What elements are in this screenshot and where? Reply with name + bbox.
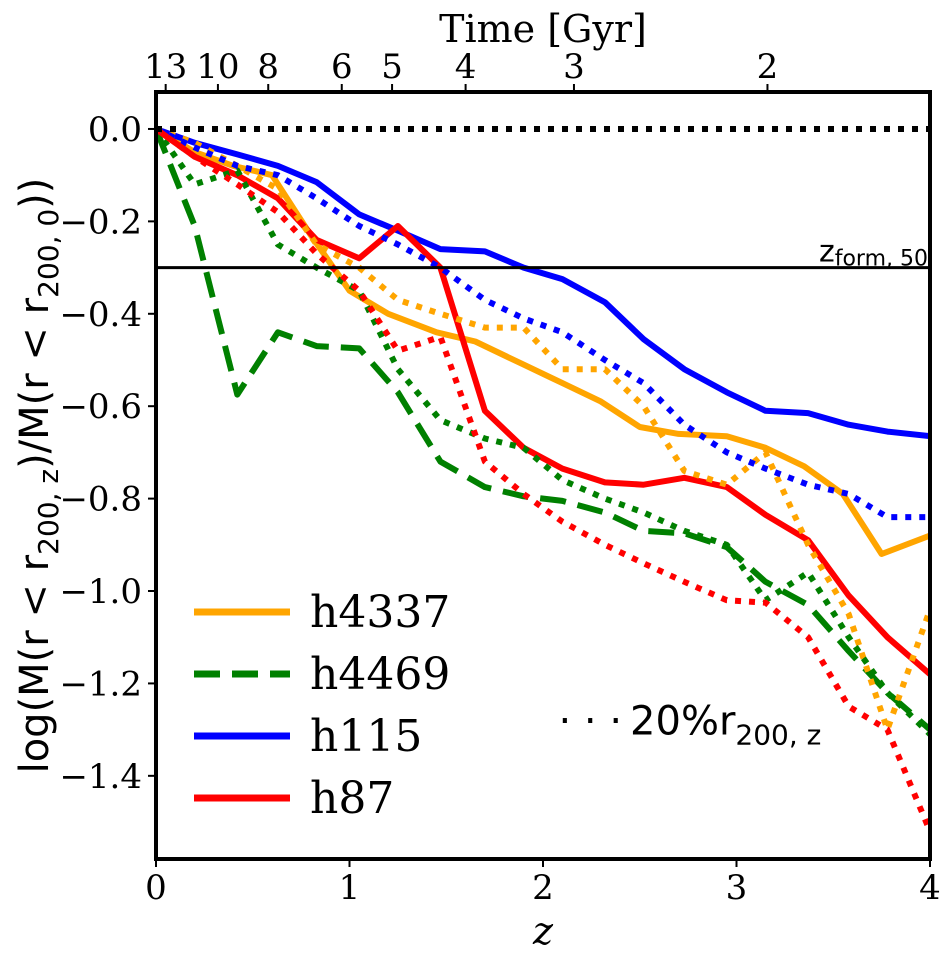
dotted-line-note: · · · 20%r200, z (558, 698, 821, 751)
series-line-h87 (156, 126, 930, 677)
series-line-h4337-20-r200-z- (156, 126, 930, 733)
y-tick-label: −0.2 (59, 202, 142, 242)
y-title-sub-a: 200, z (32, 469, 65, 555)
top-tick-label: 6 (331, 47, 353, 87)
note-sub: 200, z (735, 718, 821, 751)
x-tick-label: 0 (145, 868, 167, 908)
reference-layer (156, 125, 930, 270)
series-line-h4337 (156, 126, 930, 557)
note-text: 20%r (630, 698, 736, 744)
legend-label-h87: h87 (310, 773, 394, 824)
series-layer (156, 126, 930, 833)
y-axis-title: log(M(r < r200, z)/M(r < r200, 0)) (12, 178, 65, 774)
series-line-h87-20-r200-z- (156, 126, 930, 833)
top-tick-label: 5 (381, 47, 403, 87)
x-tick-label: 1 (339, 868, 361, 908)
y-axis: 0.0 −0.2 −0.4 −0.6 −0.8 −1.0 −1.2 −1.4 (59, 110, 156, 797)
y-title-part-b: )/M(r < r (12, 297, 58, 469)
top-time-axis: 13 10 8 6 5 4 3 2 (144, 47, 778, 92)
y-tick-label: −0.4 (59, 295, 142, 335)
y-tick-label: −1.4 (59, 757, 142, 797)
legend-label-h4337: h4337 (310, 587, 450, 638)
y-title-sub-b: 200, 0 (32, 209, 65, 298)
y-tick-label: 0.0 (88, 110, 142, 150)
y-tick-label: −1.2 (59, 664, 142, 704)
y-tick-label: −1.0 (59, 572, 142, 612)
note-dots: · · · (558, 698, 622, 744)
y-tick-label: −0.6 (59, 387, 142, 427)
top-tick-label: 3 (563, 47, 585, 87)
top-axis-title: Time [Gyr] (439, 7, 647, 51)
zform-label: zform, 50 (819, 235, 928, 272)
bottom-x-axis: 0 1 2 3 4 (145, 859, 941, 908)
top-tick-label: 8 (257, 47, 279, 87)
top-tick-label: 10 (196, 47, 239, 87)
y-tick-label: −0.8 (59, 480, 142, 520)
x-tick-label: 3 (726, 868, 748, 908)
series-line-h4469 (156, 127, 930, 732)
legend-label-h115: h115 (310, 711, 422, 762)
legend: h4337 h4469 h115 h87 (194, 587, 450, 824)
top-tick-label: 4 (455, 47, 477, 87)
x-tick-label: 4 (919, 868, 941, 908)
top-tick-label: 2 (757, 47, 779, 87)
series-line-h115 (156, 126, 930, 440)
y-title-part-c: )) (12, 178, 58, 209)
x-axis-title: z (532, 909, 554, 953)
y-title-part-a: log(M(r < r (12, 554, 58, 773)
series-line-h115-20-r200-z- (156, 126, 930, 521)
legend-label-h4469: h4469 (310, 649, 450, 700)
series-line-h4469-20-r200-z- (156, 127, 930, 737)
top-tick-label: 13 (144, 47, 187, 87)
zform-label-main: z (819, 235, 835, 270)
zform-label-sub: form, 50 (835, 247, 928, 272)
x-tick-label: 2 (532, 868, 554, 908)
